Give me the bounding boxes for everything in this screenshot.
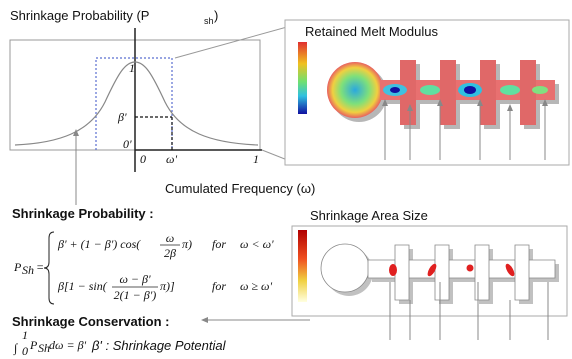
case1-for: for bbox=[212, 237, 226, 251]
probability-curve bbox=[15, 62, 258, 145]
formula-heading: Shrinkage Probability : bbox=[12, 206, 154, 221]
case2-den: 2(1 − β') bbox=[114, 288, 157, 302]
probability-graph: Shrinkage Probability (P sh ) 1 β' 0' 0 … bbox=[10, 8, 315, 205]
y-tick-one: 1 bbox=[129, 61, 135, 75]
color-bar bbox=[298, 230, 307, 302]
probability-formula: Shrinkage Probability : P Sh = β' + (1 −… bbox=[12, 206, 274, 304]
x-tick-zero: 0 bbox=[140, 152, 146, 166]
case1-den: 2β bbox=[164, 246, 176, 260]
graph-title-sub: sh bbox=[204, 16, 214, 26]
formula-eq: = bbox=[36, 260, 44, 274]
case1-num: ω bbox=[166, 231, 174, 245]
graph-title: Shrinkage Probability (P bbox=[10, 8, 149, 23]
integral-upper: 1 bbox=[22, 328, 28, 342]
case1-expr: β' + (1 − β') cos( bbox=[57, 237, 141, 251]
case2-expr: β[1 − sin( bbox=[57, 279, 108, 293]
integral-lower: 0 bbox=[22, 344, 28, 358]
case2-cond: ω ≥ ω' bbox=[240, 279, 273, 293]
integrand: P bbox=[29, 338, 38, 352]
x-tick-one: 1 bbox=[253, 152, 259, 166]
integral: ∫ bbox=[13, 341, 18, 355]
case1-cond: ω < ω' bbox=[240, 237, 274, 251]
x-axis-label: Cumulated Frequency (ω) bbox=[165, 181, 315, 196]
y-tick-beta: β' bbox=[117, 110, 127, 124]
y-tick-zero: 0' bbox=[123, 137, 132, 151]
x-tick-omega: ω' bbox=[166, 152, 177, 166]
formula-lhs-sub: Sh bbox=[22, 263, 34, 277]
retained-melt-image: Retained Melt Modulus bbox=[285, 20, 569, 165]
shrinkage-area-image: Shrinkage Area Size bbox=[202, 208, 567, 340]
color-bar bbox=[298, 42, 307, 114]
image-title: Shrinkage Area Size bbox=[310, 208, 428, 223]
case2-num: ω − β' bbox=[119, 272, 151, 286]
case1-pi: π) bbox=[182, 237, 192, 251]
case2-pi: π)] bbox=[160, 279, 175, 293]
case2-for: for bbox=[212, 279, 226, 293]
formula-lhs: P bbox=[13, 260, 22, 274]
potential-note: β' : Shrinkage Potential bbox=[91, 338, 227, 353]
conservation-heading: Shrinkage Conservation : bbox=[12, 314, 169, 329]
image-title: Retained Melt Modulus bbox=[305, 24, 438, 39]
conservation-formula: Shrinkage Conservation : ∫ 1 0 P Sh dω =… bbox=[12, 314, 227, 358]
casting-hub bbox=[327, 62, 383, 118]
graph-title-close: ) bbox=[214, 8, 218, 23]
diagram: Shrinkage Probability (P sh ) 1 β' 0' 0 … bbox=[0, 0, 572, 359]
integral-rest: dω = β' bbox=[49, 338, 87, 352]
